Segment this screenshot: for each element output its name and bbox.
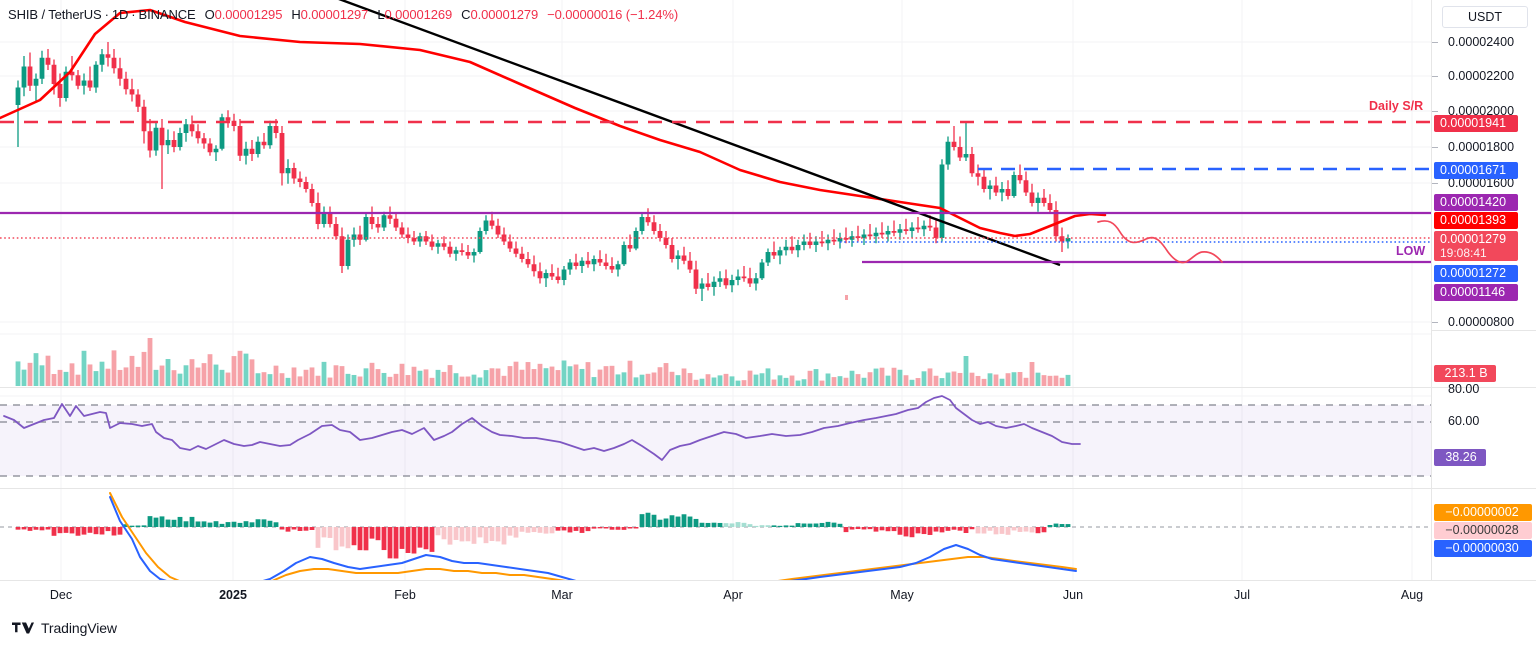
axis-tick-0: 0.00002400 <box>1448 35 1515 49</box>
price-tag-value-1: 0.00001671 <box>1440 163 1507 177</box>
price-tag-value-5: 0.00001272 <box>1440 266 1507 280</box>
price-tag-countdown-4: 19:08:41 <box>1440 246 1487 260</box>
legend-exchange[interactable]: BINANCE <box>138 6 196 22</box>
legend-symbol[interactable]: SHIB / TetherUS <box>8 6 102 22</box>
macd-pane[interactable] <box>0 488 1432 581</box>
price-tag-3[interactable]: 0.00001393 <box>1434 212 1518 229</box>
legend-separator-1: · <box>104 6 109 22</box>
price-tag-value-0: 0.00001941 <box>1440 116 1507 130</box>
macd-chart-canvas <box>0 489 1432 581</box>
legend-low: L0.00001269 <box>377 6 453 22</box>
macd-value-tag-0[interactable]: −0.00000002 <box>1434 504 1532 521</box>
price-tag-value-2: 0.00001420 <box>1440 195 1507 209</box>
axis-tick-2: 0.00002000 <box>1448 104 1515 118</box>
macd-value-tag-2[interactable]: −0.00000030 <box>1434 540 1532 557</box>
price-tag-2[interactable]: 0.00001420 <box>1434 194 1518 211</box>
price-pane[interactable] <box>0 0 1432 330</box>
chart-footer: TradingView <box>0 612 1536 646</box>
price-tag-value-6: 0.00001146 <box>1440 285 1506 299</box>
axis-tick-1: 0.00002200 <box>1448 69 1515 83</box>
axis-tick-5: 0.00000800 <box>1448 315 1515 329</box>
rsi-chart-canvas <box>0 388 1432 489</box>
legend-separator-2: · <box>131 6 136 22</box>
legend-high: H0.00001297 <box>291 6 369 22</box>
legend-interval[interactable]: 1D <box>111 6 129 22</box>
time-axis-label-dec: Dec <box>49 588 73 602</box>
volume-value-tag[interactable]: 213.1 B <box>1434 365 1496 382</box>
tradingview-logo[interactable]: TradingView <box>12 620 117 636</box>
chart-annotation-low[interactable]: LOW <box>1396 244 1426 258</box>
time-axis-label-apr: Apr <box>723 588 743 602</box>
rsi-value-tag[interactable]: 38.26 <box>1434 449 1486 466</box>
axis-tick-mark-4 <box>1432 183 1438 184</box>
tradingview-mark-icon <box>12 622 34 634</box>
volume-pane[interactable] <box>0 330 1432 387</box>
axis-tick-mark-0 <box>1432 42 1438 43</box>
price-chart-canvas <box>0 0 1432 330</box>
macd-value-tag-1[interactable]: −0.00000028 <box>1434 522 1532 539</box>
legend-close: C0.00001279 <box>461 6 539 22</box>
chart-annotation-daily-s-r[interactable]: Daily S/R <box>1369 99 1424 113</box>
price-tag-value-4: 0.00001279 <box>1440 232 1507 246</box>
price-tag-1[interactable]: 0.00001671 <box>1434 162 1518 179</box>
time-axis-label-jun: Jun <box>1062 588 1084 602</box>
axis-tick-4: 0.00001600 <box>1448 176 1515 190</box>
rsi-pane[interactable] <box>0 387 1432 489</box>
axis-tick-mark-3 <box>1432 147 1438 148</box>
legend-open: O0.00001295 <box>204 6 283 22</box>
axis-tick-mark-5 <box>1432 322 1438 323</box>
rsi-tick-0: 80.00 <box>1448 382 1480 396</box>
axis-currency-unit[interactable]: USDT <box>1442 6 1528 28</box>
time-axis-label-2025: 2025 <box>219 588 247 602</box>
price-axis[interactable]: USDT 0.00002400 0.00002200 0.00002000 0.000… <box>1431 0 1536 580</box>
time-axis[interactable]: Dec 2025 Feb Mar Apr May Jun Jul Aug <box>0 580 1536 613</box>
axis-tick-mark-2 <box>1432 111 1438 112</box>
axis-pane-separator-0 <box>1432 330 1536 331</box>
axis-pane-separator-2 <box>1432 488 1536 489</box>
rsi-tick-1: 60.00 <box>1448 414 1480 428</box>
time-axis-label-may: May <box>890 588 914 602</box>
axis-pane-separator-1 <box>1432 387 1536 388</box>
axis-tick-mark-1 <box>1432 76 1438 77</box>
price-tag-0[interactable]: 0.00001941 <box>1434 115 1518 132</box>
time-axis-label-jul: Jul <box>1234 588 1250 602</box>
axis-tick-3: 0.00001800 <box>1448 140 1515 154</box>
chart-legend[interactable]: SHIB / TetherUS · 1D · BINANCE O0.000012… <box>8 6 678 22</box>
price-tag-4[interactable]: 0.00001279 19:08:41 <box>1434 231 1518 261</box>
time-axis-label-mar: Mar <box>551 588 573 602</box>
tradingview-wordmark: TradingView <box>41 620 117 636</box>
price-tag-5[interactable]: 0.00001272 <box>1434 265 1518 282</box>
volume-chart-canvas <box>0 330 1432 387</box>
price-tag-value-3: 0.00001393 <box>1440 213 1507 227</box>
time-axis-label-feb: Feb <box>394 588 416 602</box>
time-axis-label-aug: Aug <box>1400 588 1424 602</box>
price-tag-6[interactable]: 0.00001146 <box>1434 284 1518 301</box>
legend-change: −0.00000016 (−1.24%) <box>547 6 679 22</box>
